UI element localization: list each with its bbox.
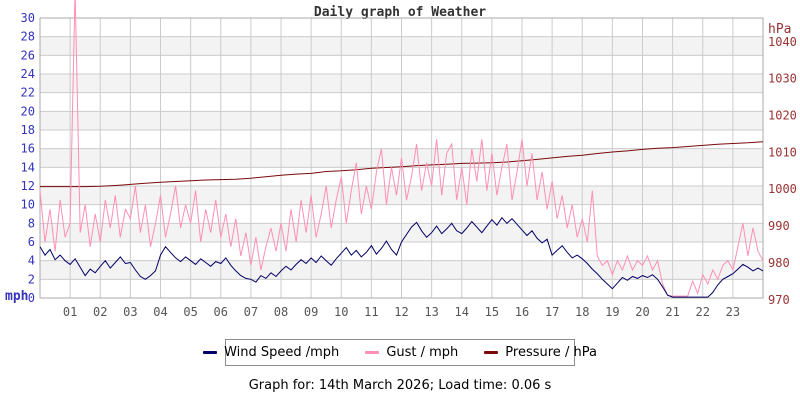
legend-item-pressure: Pressure / hPa (484, 345, 597, 360)
svg-text:2: 2 (28, 272, 35, 286)
svg-text:16: 16 (515, 305, 529, 319)
svg-text:1010: 1010 (768, 145, 797, 159)
svg-text:4: 4 (28, 254, 35, 268)
svg-text:30: 30 (21, 11, 35, 25)
svg-text:14: 14 (455, 305, 469, 319)
svg-text:26: 26 (21, 48, 35, 62)
svg-text:6: 6 (28, 235, 35, 249)
svg-text:10: 10 (334, 305, 348, 319)
svg-text:22: 22 (21, 86, 35, 100)
svg-text:990: 990 (768, 219, 790, 233)
svg-text:10: 10 (21, 198, 35, 212)
svg-text:13: 13 (424, 305, 438, 319)
svg-text:23: 23 (726, 305, 740, 319)
left-axis-unit-label: mph (5, 289, 29, 304)
svg-text:14: 14 (21, 160, 35, 174)
chart-canvas: 0246810121416182022242628309709809901000… (21, 0, 797, 319)
svg-text:08: 08 (274, 305, 288, 319)
graph-caption: Graph for: 14th March 2026; Load time: 0… (248, 378, 552, 393)
svg-text:980: 980 (768, 256, 790, 270)
pressure-swatch (484, 351, 499, 354)
svg-text:1020: 1020 (768, 109, 797, 123)
svg-text:07: 07 (244, 305, 258, 319)
svg-text:12: 12 (394, 305, 408, 319)
svg-text:11: 11 (364, 305, 378, 319)
svg-text:09: 09 (304, 305, 318, 319)
gust-swatch (365, 351, 380, 354)
legend-item-gust: Gust / mph (365, 345, 458, 360)
svg-text:0: 0 (28, 291, 35, 305)
svg-text:02: 02 (93, 305, 107, 319)
svg-text:20: 20 (21, 104, 35, 118)
svg-text:03: 03 (123, 305, 137, 319)
svg-text:1000: 1000 (768, 182, 797, 196)
svg-text:05: 05 (183, 305, 197, 319)
svg-text:18: 18 (21, 123, 35, 137)
svg-text:17: 17 (545, 305, 559, 319)
svg-text:12: 12 (21, 179, 35, 193)
legend-label-wind-speed: Wind Speed /mph (224, 345, 340, 360)
svg-text:06: 06 (214, 305, 228, 319)
svg-text:16: 16 (21, 142, 35, 156)
svg-text:20: 20 (635, 305, 649, 319)
wind-speed-swatch (203, 351, 218, 354)
svg-text:28: 28 (21, 30, 35, 44)
chart-title: Daily graph of Weather (313, 5, 487, 20)
svg-text:970: 970 (768, 293, 790, 307)
legend-label-gust: Gust / mph (386, 345, 459, 360)
svg-text:19: 19 (605, 305, 619, 319)
svg-text:8: 8 (28, 216, 35, 230)
svg-text:21: 21 (665, 305, 679, 319)
right-axis-unit-label: hPa (768, 22, 792, 37)
svg-text:22: 22 (696, 305, 710, 319)
svg-text:01: 01 (63, 305, 77, 319)
svg-text:04: 04 (153, 305, 167, 319)
svg-text:1040: 1040 (768, 35, 797, 49)
svg-text:18: 18 (575, 305, 589, 319)
legend-item-wind-speed: Wind Speed /mph (203, 345, 339, 360)
svg-text:1030: 1030 (768, 72, 797, 86)
chart-legend: Wind Speed /mph Gust / mph Pressure / hP… (203, 339, 597, 366)
svg-text:24: 24 (21, 67, 35, 81)
legend-label-pressure: Pressure / hPa (505, 345, 597, 360)
svg-text:15: 15 (485, 305, 499, 319)
